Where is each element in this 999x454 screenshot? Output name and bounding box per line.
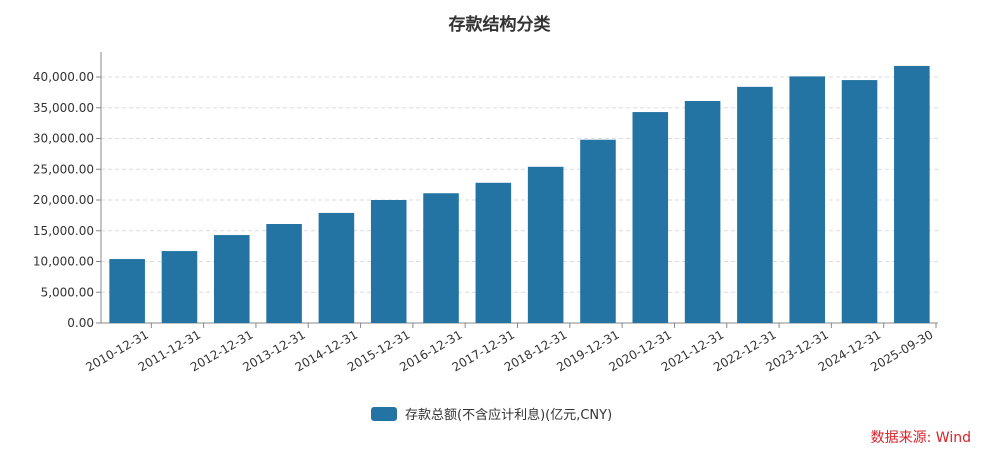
bar[interactable] — [580, 139, 616, 323]
legend[interactable]: 存款总额(不含应计利息)(亿元,CNY) — [371, 404, 612, 423]
bar[interactable] — [527, 166, 564, 323]
y-tick-label: 5,000.00 — [41, 285, 94, 299]
y-tick-label: 40,000.00 — [33, 70, 94, 84]
bar[interactable] — [894, 65, 930, 324]
y-tick-label: 15,000.00 — [33, 224, 94, 238]
bar[interactable] — [213, 235, 250, 323]
y-tick-label: 35,000.00 — [33, 101, 94, 115]
y-tick-label: 10,000.00 — [33, 255, 94, 269]
chart-title: 存款结构分类 — [448, 15, 551, 35]
y-tick-label: 30,000.00 — [33, 132, 94, 146]
bar[interactable] — [684, 100, 721, 323]
bar[interactable] — [161, 251, 198, 323]
data-source: 数据来源: Wind — [870, 430, 971, 446]
bar[interactable] — [423, 193, 459, 323]
y-tick-label: 20,000.00 — [33, 193, 94, 207]
bar[interactable] — [475, 182, 512, 323]
y-tick-label: 0.00 — [67, 316, 94, 330]
bar[interactable] — [632, 112, 669, 324]
bar[interactable] — [737, 86, 773, 323]
bar[interactable] — [266, 223, 302, 323]
bar[interactable] — [318, 212, 355, 323]
legend-label: 存款总额(不含应计利息)(亿元,CNY) — [405, 408, 613, 423]
legend-swatch — [371, 406, 397, 421]
bar[interactable] — [841, 80, 878, 323]
y-tick-label: 25,000.00 — [33, 162, 94, 176]
bar[interactable] — [109, 259, 145, 323]
bar[interactable] — [789, 76, 826, 323]
bar[interactable] — [370, 200, 407, 323]
